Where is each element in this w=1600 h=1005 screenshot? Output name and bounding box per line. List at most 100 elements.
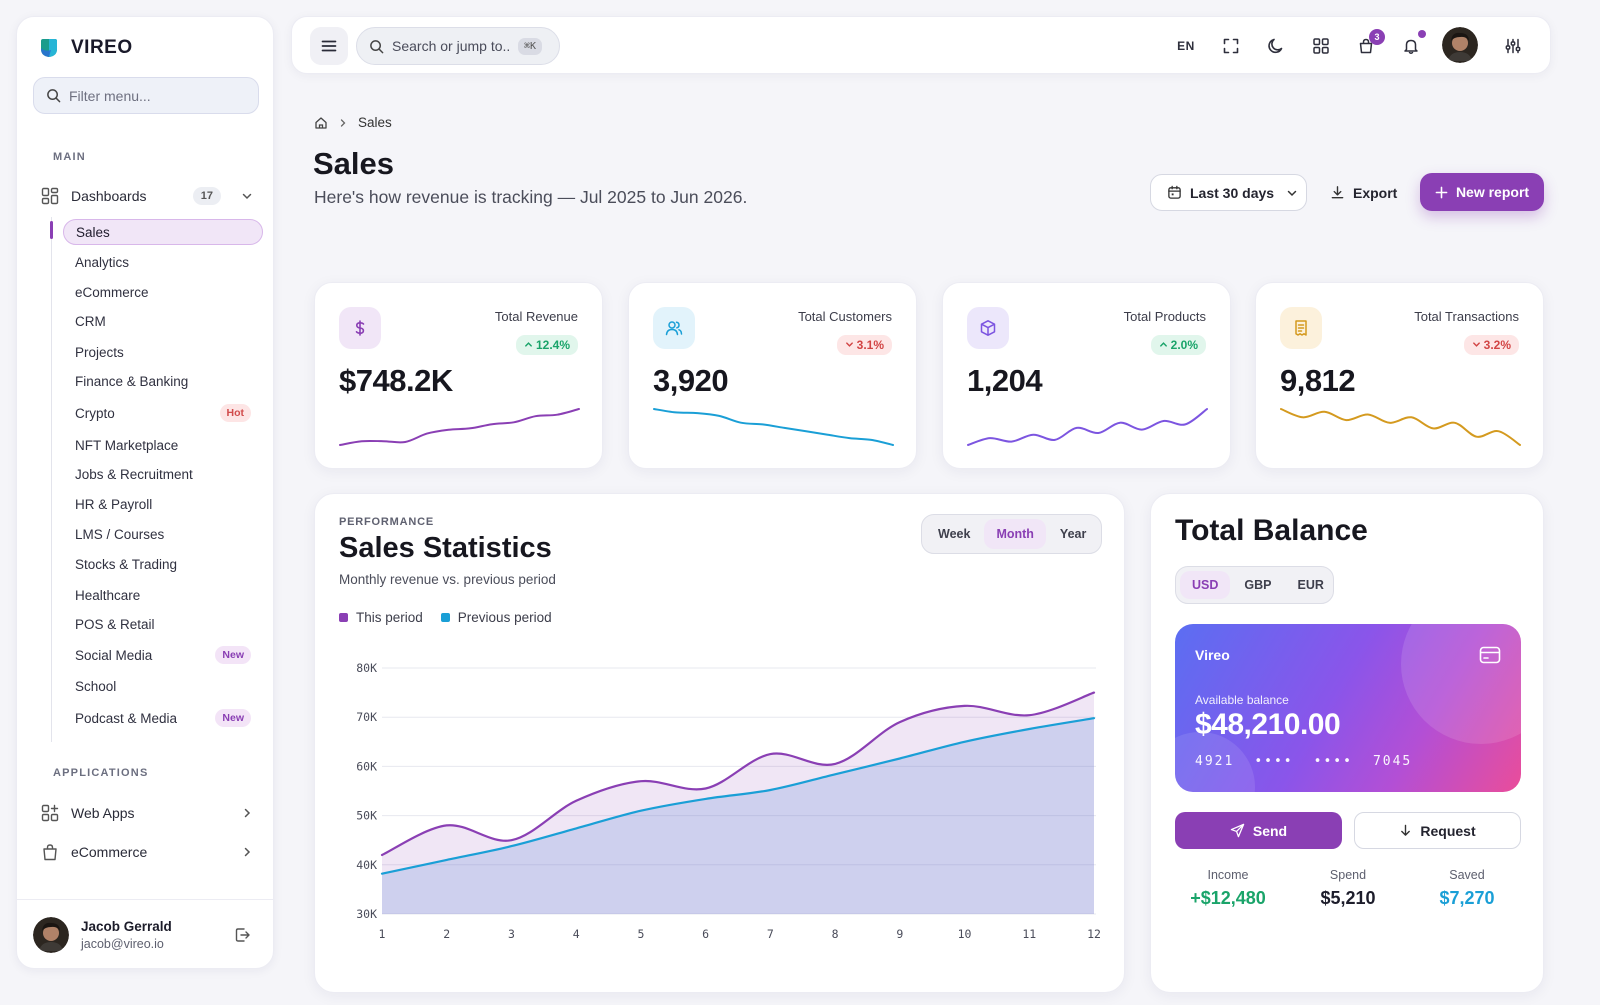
card-number-part: 7045 bbox=[1372, 754, 1413, 769]
card-brand: Vireo bbox=[1195, 647, 1230, 663]
income-value: +$12,480 bbox=[1190, 888, 1266, 908]
legend-label: Previous period bbox=[457, 610, 552, 625]
apps-button[interactable] bbox=[1308, 33, 1334, 59]
chevron-down-icon bbox=[242, 193, 252, 200]
currency-tab-usd[interactable]: USD bbox=[1180, 571, 1231, 599]
chevron-up-icon bbox=[525, 342, 532, 347]
period-switcher: Week Month Year bbox=[921, 514, 1102, 554]
box-icon bbox=[980, 320, 996, 336]
period-tab-month[interactable]: Month bbox=[984, 519, 1046, 549]
sparkline-series bbox=[339, 408, 580, 446]
account-avatar-button[interactable] bbox=[1442, 27, 1478, 68]
sidebar-item-healthcare[interactable]: Healthcare bbox=[63, 582, 263, 608]
sidebar-item-projects[interactable]: Projects bbox=[63, 339, 263, 365]
sidebar-item-label: LMS / Courses bbox=[75, 526, 165, 542]
shopping-bag-icon bbox=[43, 844, 57, 861]
sidebar-item-jobs-recruitment[interactable]: Jobs & Recruitment bbox=[63, 461, 263, 487]
customizer-button[interactable] bbox=[1500, 33, 1526, 59]
kpi-icon-wrap bbox=[653, 307, 695, 349]
kpi-delta-badge: 3.1% bbox=[836, 335, 892, 355]
global-search[interactable]: ⌘K bbox=[356, 27, 560, 65]
sidebar-item-sales[interactable]: Sales bbox=[63, 219, 263, 245]
y-tick-label: 70K bbox=[356, 710, 377, 724]
sidebar-item-podcast-media[interactable]: Podcast & Media New bbox=[63, 705, 263, 731]
sidebar-item-social-media[interactable]: Social Media New bbox=[63, 642, 263, 668]
request-button[interactable]: Request bbox=[1354, 812, 1521, 849]
chart-legend: This period Previous period bbox=[339, 610, 552, 625]
filter-menu-input[interactable] bbox=[69, 87, 249, 104]
date-range-label: Last 30 days bbox=[1190, 184, 1275, 201]
legend-swatch bbox=[440, 613, 450, 622]
sidebar-item-label: Sales bbox=[76, 224, 110, 240]
sidebar-item-nft-marketplace[interactable]: NFT Marketplace bbox=[63, 432, 263, 458]
nav-dashboards-label: Dashboards bbox=[71, 188, 147, 204]
sidebar-item-hr-payroll[interactable]: HR & Payroll bbox=[63, 491, 263, 517]
kpi-card-total-transactions[interactable]: Total Transactions 3.2% 9,812 bbox=[1255, 282, 1544, 469]
sidebar-item-finance-banking[interactable]: Finance & Banking bbox=[63, 368, 263, 394]
currency-tab-gbp[interactable]: GBP bbox=[1244, 578, 1272, 592]
sidebar-item-pos-retail[interactable]: POS & Retail bbox=[63, 611, 263, 637]
user-name: Jacob Gerrald bbox=[81, 918, 172, 934]
period-tab-week[interactable]: Week bbox=[938, 527, 971, 541]
app-name: VIREO bbox=[71, 37, 133, 58]
sidebar-item-label: Stocks & Trading bbox=[75, 556, 178, 572]
sidebar-item-label: Crypto bbox=[75, 405, 115, 421]
new-report-button[interactable]: New report bbox=[1420, 173, 1544, 211]
sidebar-item-tag: Hot bbox=[219, 404, 251, 422]
export-button[interactable]: Export bbox=[1330, 174, 1397, 211]
language-switch[interactable]: EN bbox=[1173, 33, 1199, 59]
sidebar-item-crypto[interactable]: Crypto Hot bbox=[63, 400, 263, 426]
kpi-sparkline bbox=[967, 408, 1208, 446]
saved-value: $7,270 bbox=[1439, 888, 1495, 908]
x-tick-label: 7 bbox=[767, 927, 774, 941]
series-line bbox=[380, 691, 1096, 857]
kpi-label: Total Revenue bbox=[494, 309, 578, 324]
sidebar-item-ecommerce[interactable]: eCommerce bbox=[63, 279, 263, 305]
kpi-card-total-customers[interactable]: Total Customers 3.1% 3,920 bbox=[628, 282, 917, 469]
series-area bbox=[382, 692, 1094, 914]
page-title: Sales bbox=[313, 146, 395, 181]
currency-tab-eur[interactable]: EUR bbox=[1297, 578, 1324, 592]
sidebar-item-school[interactable]: School bbox=[63, 673, 263, 699]
menu-toggle-button[interactable] bbox=[310, 27, 348, 65]
kpi-card-total-revenue[interactable]: Total Revenue 12.4% $748.2K bbox=[314, 282, 603, 469]
income-label: Income bbox=[1207, 868, 1249, 882]
grid-plus-icon bbox=[41, 804, 59, 822]
user-profile[interactable]: Jacob Gerrald jacob@vireo.io bbox=[17, 899, 273, 969]
x-tick-label: 10 bbox=[958, 927, 972, 941]
logo[interactable]: VIREO bbox=[39, 37, 133, 59]
sidebar-item-lms-courses[interactable]: LMS / Courses bbox=[63, 521, 263, 547]
logout-icon[interactable] bbox=[233, 926, 251, 944]
sidebar-item-stocks-trading[interactable]: Stocks & Trading bbox=[63, 551, 263, 577]
sidebar-item-analytics[interactable]: Analytics bbox=[63, 249, 263, 275]
stats-eyebrow: PERFORMANCE bbox=[339, 516, 434, 528]
home-icon[interactable] bbox=[314, 116, 328, 130]
kpi-card-total-products[interactable]: Total Products 2.0% 1,204 bbox=[942, 282, 1231, 469]
send-icon bbox=[1230, 823, 1245, 838]
cart-button[interactable]: 3 bbox=[1353, 29, 1385, 59]
fullscreen-button[interactable] bbox=[1218, 33, 1244, 59]
search-icon bbox=[370, 39, 384, 53]
nav-dashboards[interactable]: Dashboards 17 bbox=[41, 181, 253, 211]
filter-menu-field[interactable] bbox=[33, 77, 259, 114]
sidebar: VIREO MAIN Dashboards 17 Sales Analytics e… bbox=[16, 16, 274, 969]
notifications-button[interactable] bbox=[1398, 30, 1426, 59]
theme-toggle-button[interactable] bbox=[1263, 33, 1289, 59]
saved-stat: Saved $7,270 bbox=[1407, 868, 1527, 909]
nav-web-apps[interactable]: Web Apps bbox=[41, 798, 253, 828]
export-label: Export bbox=[1353, 184, 1398, 201]
bank-card[interactable]: Vireo Available balance $48,210.00 4921 … bbox=[1175, 624, 1521, 792]
avatar bbox=[33, 916, 69, 953]
section-label-main: MAIN bbox=[53, 151, 86, 163]
nav-ecommerce-app[interactable]: eCommerce bbox=[41, 837, 253, 867]
logo-mark-icon bbox=[41, 39, 57, 57]
sidebar-item-label: Social Media bbox=[75, 647, 153, 663]
sidebar-item-crm[interactable]: CRM bbox=[63, 308, 263, 334]
date-range-select[interactable]: Last 30 days bbox=[1150, 174, 1307, 211]
period-tab-year[interactable]: Year bbox=[1059, 527, 1087, 541]
send-button[interactable]: Send bbox=[1175, 812, 1342, 849]
global-search-input[interactable] bbox=[392, 38, 510, 54]
topbar: ⌘K EN 3 bbox=[291, 16, 1551, 74]
arrow-down-icon bbox=[1401, 824, 1411, 836]
